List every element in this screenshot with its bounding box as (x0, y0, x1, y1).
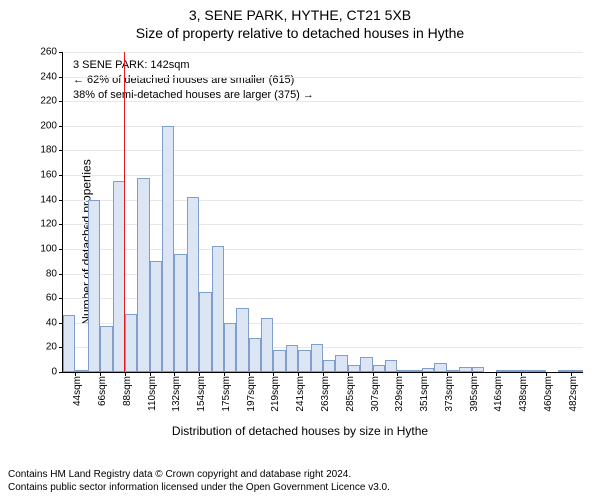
ytick-mark (59, 224, 63, 225)
ytick-label: 0 (51, 367, 57, 378)
footer-attribution: Contains HM Land Registry data © Crown c… (8, 469, 390, 494)
ytick-label: 60 (46, 293, 57, 304)
gridline-h (63, 150, 583, 151)
ytick-label: 200 (40, 120, 57, 131)
annotation-line: 3 SENE PARK: 142sqm (73, 58, 314, 73)
ytick-mark (59, 52, 63, 53)
histogram-bar (162, 126, 174, 372)
footer-line-2: Contains public sector information licen… (8, 482, 390, 495)
chart-title: 3, SENE PARK, HYTHE, CT21 5XB Size of pr… (0, 0, 600, 42)
ytick-label: 160 (40, 170, 57, 181)
histogram-bar (422, 368, 434, 372)
ytick-mark (59, 175, 63, 176)
ytick-label: 20 (46, 342, 57, 353)
ytick-label: 140 (40, 194, 57, 205)
reference-line (124, 52, 125, 372)
histogram-bar (75, 370, 87, 372)
ytick-mark (59, 298, 63, 299)
histogram-bar (323, 360, 335, 372)
plot-area: 3 SENE PARK: 142sqm← 62% of detached hou… (62, 52, 583, 373)
histogram-bar (447, 370, 459, 372)
annotation-line: ← 62% of detached houses are smaller (61… (73, 73, 314, 88)
gridline-h (63, 52, 583, 53)
ytick-label: 240 (40, 71, 57, 82)
x-axis-label: Distribution of detached houses by size … (0, 424, 600, 438)
gridline-h (63, 77, 583, 78)
gridline-h (63, 101, 583, 102)
ytick-mark (59, 77, 63, 78)
histogram-bar (249, 338, 261, 372)
ytick-label: 180 (40, 145, 57, 156)
histogram-bar (113, 181, 125, 372)
ytick-mark (59, 150, 63, 151)
histogram-bar (100, 326, 112, 372)
histogram-bar (199, 292, 211, 372)
gridline-h (63, 175, 583, 176)
chart-area: Number of detached properties 3 SENE PAR… (0, 44, 600, 440)
histogram-bar (273, 350, 285, 372)
histogram-bar (571, 370, 583, 372)
title-line-2: Size of property relative to detached ho… (0, 24, 600, 42)
ytick-label: 80 (46, 268, 57, 279)
histogram-bar (174, 254, 186, 372)
ytick-mark (59, 101, 63, 102)
ytick-mark (59, 200, 63, 201)
title-line-1: 3, SENE PARK, HYTHE, CT21 5XB (0, 6, 600, 24)
ytick-mark (59, 274, 63, 275)
footer-line-1: Contains HM Land Registry data © Crown c… (8, 469, 390, 482)
histogram-bar (298, 350, 310, 372)
ytick-mark (59, 372, 63, 373)
ytick-label: 260 (40, 47, 57, 58)
ytick-label: 40 (46, 317, 57, 328)
annotation-box: 3 SENE PARK: 142sqm← 62% of detached hou… (69, 56, 318, 105)
gridline-h (63, 126, 583, 127)
histogram-bar (521, 370, 533, 372)
histogram-bar (472, 367, 484, 372)
ytick-label: 120 (40, 219, 57, 230)
histogram-bar (348, 365, 360, 372)
histogram-bar (224, 323, 236, 372)
histogram-bar (373, 365, 385, 372)
histogram-bar (496, 370, 508, 372)
histogram-bar (150, 261, 162, 372)
ytick-mark (59, 249, 63, 250)
histogram-bar (125, 314, 137, 372)
xtick-label: 460sqm (543, 340, 554, 376)
ytick-mark (59, 126, 63, 127)
ytick-label: 100 (40, 243, 57, 254)
histogram-bar (397, 370, 409, 372)
ytick-label: 220 (40, 96, 57, 107)
